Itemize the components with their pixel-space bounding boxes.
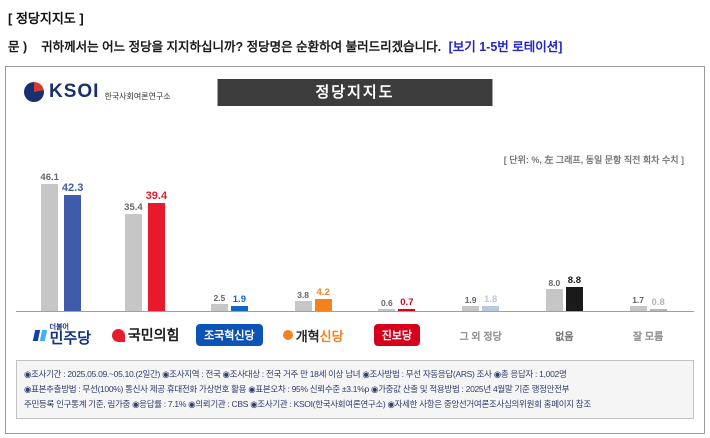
bar-group: 2.5 1.9 [188,293,272,311]
minjoo-party-logo-icon [33,328,47,343]
minjoo-party-name: 더불어 민주당 [50,324,91,346]
category-text: 그 외 정당 [459,331,502,343]
bar-group: 3.8 4.2 [271,287,355,311]
bar-chart: 46.1 42.3 35.4 39.4 2.5 1.9 3.8 4.2 0.6 0.7 1.9 1.8… [16,170,694,312]
current-bar [565,286,583,311]
current-bar [398,309,416,311]
current-bar-wrap: 8.8 [565,274,583,311]
party-name: 국민의힘 [127,327,180,343]
bar-value-label: 1.9 [464,294,477,305]
current-bar-wrap: 4.2 [314,287,332,311]
party-name-right: 신당 [319,328,344,344]
previous-bar [210,304,228,311]
party-label-jinbo: 진보당 [355,319,439,351]
previous-bar [462,305,480,311]
ksoi-logo-icon [24,82,44,102]
bar-value-label: 39.4 [145,189,168,202]
party-label-ppp: 국민의힘 [104,319,188,351]
category-text: 없음 [555,331,574,343]
party-name-small: 더불어 [49,324,69,331]
ksoi-logo-subtitle: 한국사회여론연구소 [104,91,171,101]
current-bar-wrap: 39.4 [146,190,167,311]
question-prefix: 문 ) [8,40,28,54]
bar-value-label: 2.5 [213,293,226,304]
chart-title: 정당지지도 [217,79,493,106]
bar-value-label: 4.2 [316,287,330,299]
bar-value-label: 46.1 [40,172,59,184]
party-label-other-parties: 그 외 정당 [439,319,523,351]
reform-party-logo-icon [282,330,293,340]
previous-bar-wrap: 2.5 [210,293,228,311]
party-label-rebuilding-korea: 조국혁신당 [188,319,272,351]
previous-bar [294,300,312,311]
party-name-badge: 조국혁신당 [196,324,263,346]
ppp-party-logo-icon [111,328,125,342]
party-label-dont-know: 잘 모름 [606,319,690,351]
previous-bar-wrap: 46.1 [40,172,59,311]
page-title: [ 정당지지도 ] [8,11,84,26]
previous-bar-wrap: 0.6 [378,298,396,311]
ksoi-logo: KSOI 한국사회여론연구소 [24,81,171,103]
bar-group: 1.9 1.8 [439,294,523,311]
current-bar [64,194,82,311]
previous-bar [545,289,563,311]
bar-group: 1.7 0.8 [606,295,690,311]
previous-bar-wrap: 8.0 [545,278,563,311]
current-bar-wrap: 1.9 [230,293,248,311]
chart-panel: KSOI 한국사회여론연구소 정당지지도 [ 단위: %, 左 그래프, 동일 … [5,66,705,434]
chart-header: KSOI 한국사회여론연구소 정당지지도 [16,79,694,111]
report-header: [ 정당지지도 ] 문 ) 귀하께서는 어느 정당을 지지하십니까? 정당명은 순… [0,0,710,59]
current-bar [314,299,332,311]
bar-value-label: 0.6 [380,298,393,308]
bar-group: 0.6 0.7 [355,297,439,311]
current-bar-wrap: 1.8 [482,294,500,311]
previous-bar-wrap: 35.4 [124,202,143,311]
bar-group: 35.4 39.4 [104,190,188,311]
bar-value-label: 8.0 [548,278,561,288]
bar-value-label: 3.8 [297,289,310,300]
bar-value-label: 8.8 [567,274,581,286]
current-bar [649,308,667,311]
current-bar [230,305,248,311]
current-bar-wrap: 42.3 [62,182,83,311]
question-text: 귀하께서는 어느 정당을 지지하십니까? 정당명은 순환하여 불러드리겠습니다. [41,40,442,54]
current-bar-wrap: 0.7 [398,297,416,311]
ksoi-logo-text: KSOI [49,81,100,102]
category-labels: 더불어 민주당 국민의힘 조국혁신당 개혁 신당 진보당 그 외 정당 없음 잘 모름 [16,319,694,351]
party-label-minjoo: 더불어 민주당 [20,319,104,351]
previous-bar-wrap: 3.8 [294,289,312,311]
bar-value-label: 1.7 [632,295,645,306]
footer-line-2: ◉표본추출방법 : 무선(100%) 통신사 제공 휴대전화 가상번호 활용 ◉… [24,383,570,394]
bar-value-label: 0.8 [651,296,665,308]
party-name-big: 민주당 [49,330,92,347]
rotation-note: [보기 1-5번 로테이션] [448,40,563,54]
current-bar-wrap: 0.8 [649,296,667,311]
footer-line-1: ◉조사기간 : 2025.05.09.~05.10.(2일간) ◉조사지역 : … [24,369,567,379]
footer-line-3: 주민등록 인구통계 기준, 림가중 ◉응답률 : 7.1% ◉의뢰기관 : CB… [24,398,591,409]
party-label-none: 없음 [523,319,607,351]
current-bar [147,202,165,311]
unit-note: [ 단위: %, 左 그래프, 동일 문항 직전 회차 수치 ] [503,155,684,165]
bar-value-label: 1.9 [232,293,246,305]
previous-bar [378,309,396,311]
current-bar [482,306,500,311]
methodology-footer: ◉조사기간 : 2025.05.09.~05.10.(2일간) ◉조사지역 : … [16,360,694,419]
bar-group: 8.0 8.8 [523,275,607,311]
bar-value-label: 0.7 [400,297,414,308]
previous-bar-wrap: 1.9 [462,294,480,311]
bar-value-label: 42.3 [61,181,84,194]
previous-bar-wrap: 1.7 [629,295,647,311]
party-name-badge: 진보당 [373,324,421,346]
party-label-reform: 개혁 신당 [271,319,355,351]
bar-value-label: 35.4 [124,201,143,213]
bar-value-label: 1.8 [484,294,498,306]
previous-bar [124,213,142,311]
bar-group: 46.1 42.3 [20,172,104,311]
party-name-left: 개혁 [295,328,320,344]
category-text: 잘 모름 [632,331,664,343]
previous-bar [41,184,59,311]
previous-bar [629,306,647,311]
survey-question: 문 ) 귀하께서는 어느 정당을 지지하십니까? 정당명은 순환하여 불러드리겠습… [8,36,700,55]
